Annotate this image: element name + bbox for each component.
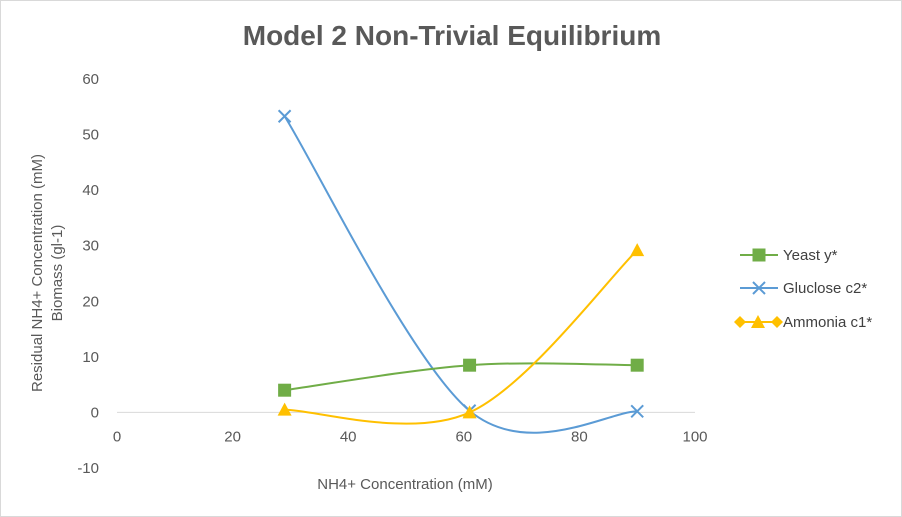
x-tick-label: 100 [682, 428, 707, 445]
legend-label: Gluclose c2* [783, 280, 867, 297]
y-tick-label: 40 [82, 182, 99, 199]
y-tick-label: -10 [77, 460, 99, 477]
x-tick-label: 20 [224, 428, 241, 445]
data-point-triangle [462, 405, 477, 419]
y-tick-label: 20 [82, 293, 99, 310]
data-point-x [630, 404, 644, 419]
legend-item: Gluclose c2* [740, 280, 867, 297]
legend-item: Ammonia c1* [734, 314, 872, 331]
y-axis-label-line-1: Residual NH4+ Concentration (mM) [29, 154, 46, 392]
y-tick-label: 50 [82, 127, 99, 144]
x-axis-label: NH4+ Concentration (mM) [317, 476, 492, 493]
x-tick-labels: 0 20 40 60 80 100 [113, 428, 708, 445]
legend-marker-diamond [734, 316, 746, 328]
plot-area [277, 109, 645, 434]
series-triangle [277, 243, 645, 425]
x-tick-label: 80 [571, 428, 588, 445]
series-line [283, 115, 638, 434]
data-point-square [463, 358, 477, 372]
data-point-triangle [277, 402, 292, 416]
legend-marker-square [752, 248, 766, 262]
series-square [278, 358, 644, 397]
x-tick-label: 60 [455, 428, 472, 445]
legend-marker-x [752, 281, 766, 295]
y-tick-label: 0 [91, 404, 99, 421]
x-tick-label: 40 [340, 428, 357, 445]
series-line [284, 362, 638, 392]
chart-title: Model 2 Non-Trivial Equilibrium [243, 20, 661, 51]
legend-label: Ammonia c1* [783, 314, 872, 331]
data-point-square [278, 383, 292, 397]
y-tick-labels: -10 0 10 20 30 40 50 60 [77, 71, 99, 477]
data-point-square [630, 358, 644, 372]
legend-marker-triangle [751, 315, 765, 328]
y-axis-label-line-2: Biomass (gl-1) [49, 225, 66, 322]
y-axis-label: Residual NH4+ Concentration (mM) Biomass… [29, 154, 66, 392]
data-point-x [277, 109, 292, 123]
data-point-triangle [630, 243, 645, 257]
y-tick-label: 60 [82, 71, 99, 88]
x-tick-label: 0 [113, 428, 121, 445]
y-tick-label: 10 [82, 349, 99, 366]
legend-marker-diamond [771, 316, 783, 328]
series-line [284, 249, 638, 425]
legend-item: Yeast y* [740, 247, 838, 264]
series-x [277, 109, 644, 434]
y-tick-label: 30 [82, 238, 99, 255]
legend: Yeast y* Gluclose c2* Ammonia c1* [734, 247, 872, 331]
legend-label: Yeast y* [783, 247, 838, 264]
